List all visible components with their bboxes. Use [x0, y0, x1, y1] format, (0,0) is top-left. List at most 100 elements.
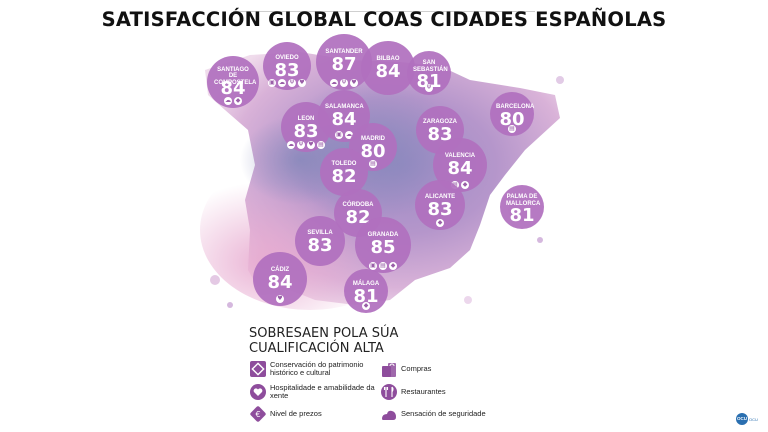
city-icons: ▤ [490, 125, 534, 133]
city-name: LEON [297, 115, 315, 122]
splatter [556, 76, 564, 84]
legend-item: Restaurantes [380, 383, 509, 401]
security-icon: ☁ [330, 79, 338, 87]
city-score: 81 [416, 71, 442, 93]
splatter [537, 237, 543, 243]
city-name: BARCELONA [496, 104, 535, 111]
price-icon: ◆ [362, 302, 370, 310]
city-bubble: TOLEDO 82 [320, 148, 368, 196]
city-name: MÁLAGA [352, 281, 380, 288]
city-bubble: SAN SEBASTIÁN 81 Ψ [407, 51, 451, 95]
restaurants-icon: Ψ [425, 84, 433, 92]
legend-label: Restaurantes [401, 386, 446, 396]
city-bubble: SEVILLA 83 [295, 216, 345, 266]
city-bubble: MÁLAGA 81 ◆ [344, 269, 388, 313]
legend-label: Sensación de seguridade [401, 408, 486, 418]
city-name: SALAMANCA [325, 104, 364, 111]
heritage-icon: ▣ [335, 131, 343, 139]
hospitality-icon: ♥ [276, 295, 284, 303]
city-score: 83 [307, 234, 333, 256]
city-name: PALMA DE MALLORCA [506, 194, 541, 207]
city-bubble: CÁDIZ 84 ♥ [253, 252, 307, 306]
city-score: 81 [509, 205, 535, 227]
splatter [227, 302, 233, 308]
city-score: 81 [353, 286, 379, 308]
city-score: 84 [375, 60, 401, 82]
city-score: 85 [370, 237, 396, 259]
city-score: 87 [331, 54, 357, 76]
splatter [464, 296, 472, 304]
heritage-icon: ▣ [369, 262, 377, 270]
price-icon: ◆ [436, 219, 444, 227]
city-bubble: PALMA DE MALLORCA 81 [500, 185, 544, 229]
city-name: SAN SEBASTIÁN [413, 60, 448, 73]
ocu-logo-text: OCU [749, 417, 758, 422]
legend-item: Hospitalidade e amabilidade da xente [249, 383, 378, 401]
city-icons: ♥ [253, 295, 307, 303]
city-icons: ☁ ◆ [207, 97, 259, 105]
city-name: BILBAO [376, 55, 400, 62]
city-score: 84 [447, 157, 473, 179]
restaurants-icon: Ψ [288, 79, 296, 87]
city-score: 84 [220, 77, 246, 99]
city-name: SEVILLA [307, 229, 333, 236]
price-icon: ◆ [461, 181, 469, 189]
shopping-icon: ▤ [379, 262, 387, 270]
city-bubble: GRANADA 85 ▣ ▤ ◆ [355, 217, 411, 273]
city-icons: ◆ [415, 219, 465, 227]
title-rule [233, 11, 535, 12]
city-name: ALICANTE [424, 193, 456, 200]
city-name: ZARAGOZA [423, 119, 457, 126]
city-name: VALENCIA [444, 152, 476, 159]
city-icons: ▣ ☁ Ψ ♥ [263, 79, 311, 87]
shopping-icon: ▤ [369, 160, 377, 168]
heritage-icon: ▣ [268, 79, 276, 87]
city-bubble: ALICANTE 83 ◆ [415, 180, 465, 230]
city-bubble: BARCELONA 80 ▤ [490, 92, 534, 136]
shopping-icon [382, 363, 396, 377]
shopping-icon: ▤ [508, 125, 516, 133]
hospitality-icon [250, 384, 266, 400]
city-bubble: SANTIAGO DE COMPOSTELA 84 ☁ ◆ [207, 56, 259, 108]
splatter [210, 275, 220, 285]
legend-label: Hospitalidade e amabilidade da xente [270, 382, 375, 400]
city-icons: ☁ Ψ ♥ ▤ [281, 141, 331, 149]
legend-item: Compras [380, 360, 509, 378]
city-name: TOLEDO [331, 161, 357, 168]
price-icon: € [250, 406, 266, 422]
city-score: 80 [360, 141, 386, 163]
city-name: MADRID [361, 136, 385, 143]
security-icon: ☁ [287, 141, 295, 149]
city-score: 84 [331, 109, 357, 131]
city-name: GRANADA [367, 232, 399, 239]
heritage-icon [250, 361, 266, 377]
price-icon: ◆ [389, 262, 397, 270]
legend-item: Conservación do patrimonio histórico e c… [249, 360, 378, 378]
city-score: 83 [427, 124, 453, 146]
svg-text:€: € [255, 410, 260, 419]
security-icon: ☁ [278, 79, 286, 87]
restaurants-icon [381, 384, 397, 400]
legend-item: € Nivel de prezos [249, 405, 378, 423]
restaurants-icon: Ψ [340, 79, 348, 87]
city-name: CÁDIZ [270, 266, 290, 273]
ocu-logo: OCU [736, 413, 748, 425]
city-name: SANTANDER [325, 49, 363, 56]
city-score: 80 [499, 109, 525, 131]
city-bubble: OVIEDO 83 ▣ ☁ Ψ ♥ [263, 42, 311, 90]
city-bubble: SANTANDER 87 ☁ Ψ ♥ [316, 34, 372, 90]
city-name: SANTIAGO DE COMPOSTELA [214, 66, 257, 86]
city-icons: ☁ Ψ ♥ [316, 79, 372, 87]
legend-label: Nivel de prezos [270, 408, 322, 418]
city-score: 82 [345, 207, 371, 229]
city-bubble: BILBAO 84 [361, 41, 415, 95]
city-score: 82 [331, 166, 357, 188]
security-icon: ☁ [345, 131, 353, 139]
city-score: 84 [267, 271, 293, 293]
restaurants-icon: Ψ [297, 141, 305, 149]
city-score: 83 [427, 198, 453, 220]
city-icons: ▣ ▤ ◆ [355, 262, 411, 270]
page-title: SATISFACCIÓN GLOBAL COAS CIDADES ESPAÑOL… [101, 8, 667, 31]
city-score: 83 [274, 60, 300, 82]
hospitality-icon: ♥ [350, 79, 358, 87]
